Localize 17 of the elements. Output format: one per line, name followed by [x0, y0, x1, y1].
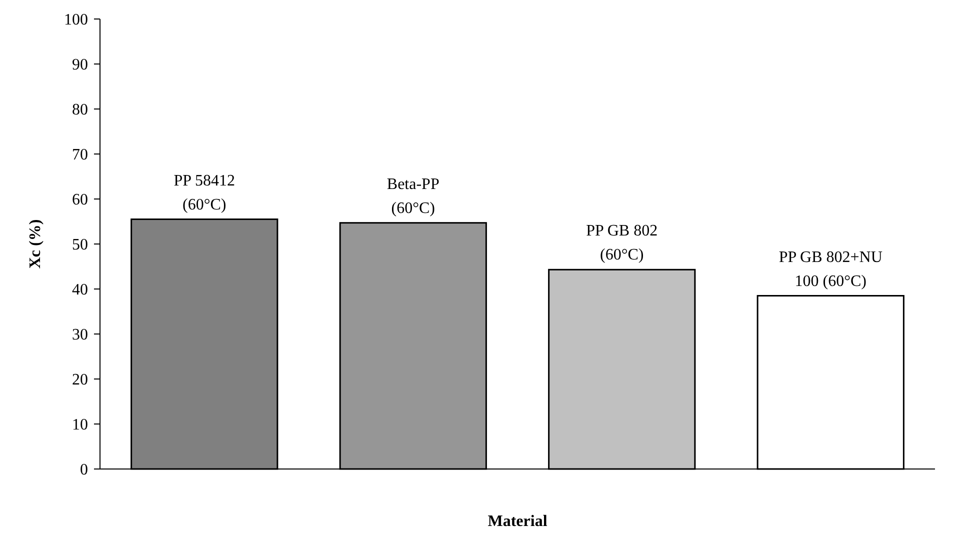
y-tick-label: 80	[72, 102, 88, 119]
x-tick-label: PP GB 802 (60°C)	[586, 222, 658, 264]
y-axis-title: Xc (%)	[27, 219, 44, 269]
y-tick-label: 70	[72, 146, 88, 164]
x-axis-title: Material	[488, 513, 548, 530]
y-tick-label: 10	[72, 416, 88, 434]
y-tick-label: 40	[72, 282, 88, 299]
y-tick-label: 90	[72, 56, 88, 74]
x-tick-label: PP 58412 (60°C)	[174, 172, 235, 214]
y-tick-label: 50	[72, 236, 88, 254]
y-tick-label: 20	[72, 372, 88, 389]
x-tick-label: PP GB 802+NU 100 (60°C)	[778, 248, 883, 290]
y-tick-label: 0	[80, 462, 88, 479]
y-tick-label: 100	[64, 12, 88, 29]
x-tick-label: Beta-PP (60°C)	[386, 176, 440, 217]
y-tick-label: 60	[72, 192, 88, 209]
y-tick-label: 30	[72, 326, 88, 344]
